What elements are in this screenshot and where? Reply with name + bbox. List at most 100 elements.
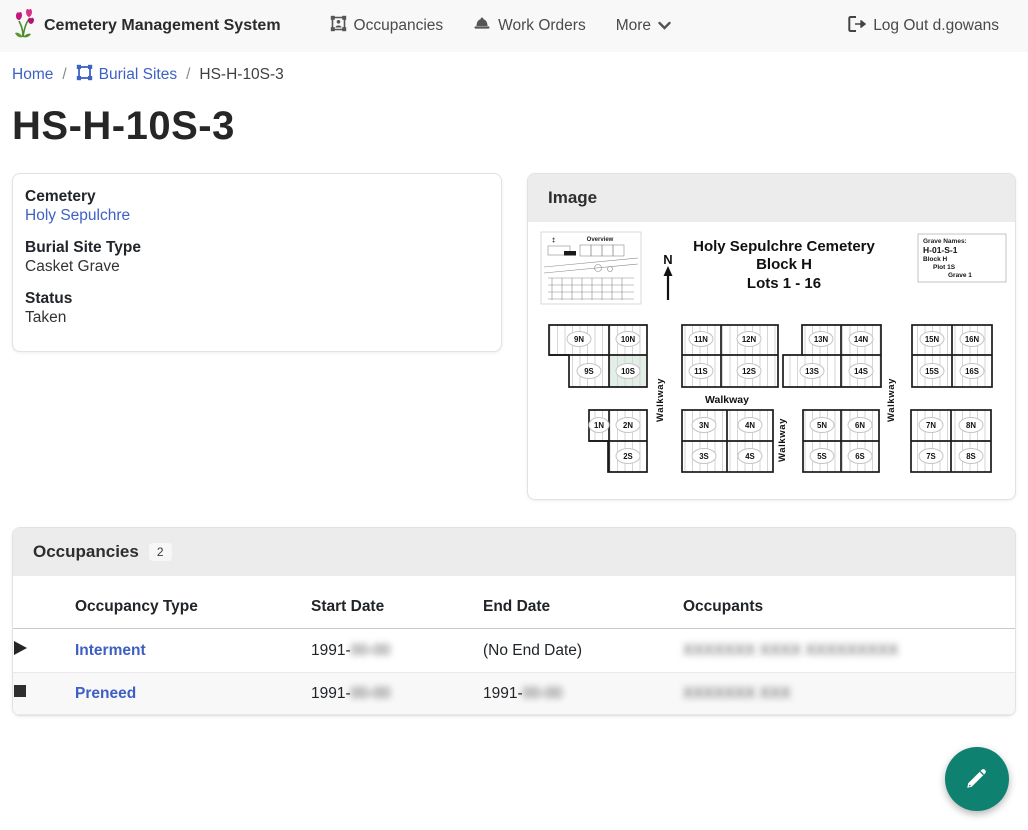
end-date-value: (No End Date) (483, 641, 583, 659)
start-date-value: 1991- (311, 641, 351, 659)
redacted-start-date: 00-00 (350, 641, 391, 659)
table-row-interment[interactable]: Interment 1991-00-00 (No End Date) XXXXX… (13, 628, 1015, 673)
plot-map-image: Overview ‡ N (528, 222, 1015, 499)
occupancy-type-link[interactable]: Preneed (75, 684, 137, 702)
hard-hat-icon (473, 16, 491, 36)
svg-text:4S: 4S (745, 452, 755, 461)
svg-text:Grave 1: Grave 1 (948, 272, 972, 279)
svg-text:N: N (663, 252, 672, 267)
nav-item-more[interactable]: More (601, 0, 686, 52)
svg-text:11S: 11S (694, 367, 707, 376)
burial-site-type-label: Burial Site Type (25, 239, 141, 256)
edit-fab-button[interactable] (945, 747, 1009, 811)
content-top-row: Cemetery Holy Sepulchre Burial Site Type… (0, 151, 1028, 500)
lot-labels: 9N 10N 9S 10S 11N 12N 11S 12S 13N 14N 13… (566, 331, 985, 464)
svg-text:10S: 10S (621, 367, 635, 376)
image-card-header: Image (528, 174, 1015, 222)
breadcrumb-separator: / (62, 66, 67, 83)
redacted-occupants: XXXXXXX XXX (683, 684, 791, 702)
svg-text:‡: ‡ (552, 238, 555, 244)
cemetery-link[interactable]: Holy Sepulchre (25, 207, 131, 224)
svg-text:Walkway: Walkway (777, 418, 788, 462)
svg-text:4N: 4N (745, 421, 755, 430)
svg-text:3S: 3S (699, 452, 709, 461)
svg-text:15N: 15N (925, 335, 940, 344)
occupancies-card: Occupancies 2 Occupancy Type Start Date … (12, 527, 1016, 716)
svg-text:7N: 7N (926, 421, 936, 430)
svg-text:12N: 12N (742, 335, 757, 344)
app-brand[interactable]: Cemetery Management System (14, 8, 281, 44)
svg-text:Walkway: Walkway (655, 378, 666, 422)
svg-text:8N: 8N (966, 421, 976, 430)
breadcrumb-home-link[interactable]: Home (12, 66, 54, 83)
occupancies-count-badge: 2 (148, 543, 172, 561)
svg-text:2S: 2S (623, 452, 633, 461)
logout-label: Log Out d.gowans (873, 17, 999, 34)
cemetery-label: Cemetery (25, 188, 96, 205)
svg-text:6S: 6S (855, 452, 865, 461)
walkway-labels: Walkway Walkway Walkway Walkway (655, 378, 897, 462)
nav-item-occupancies[interactable]: Occupancies (315, 0, 459, 52)
burial-site-type-value: Casket Grave (25, 258, 120, 275)
status-value: Taken (25, 309, 67, 326)
nav-label: More (615, 17, 652, 34)
svg-text:5S: 5S (817, 452, 827, 461)
breadcrumb: Home / Burial Sites / HS-H-10S-3 (0, 52, 1028, 90)
nav-item-work-orders[interactable]: Work Orders (458, 0, 601, 52)
breadcrumb-burial-sites-label: Burial Sites (98, 66, 178, 83)
svg-text:11N: 11N (694, 335, 708, 344)
svg-text:Block H: Block H (756, 256, 812, 273)
svg-text:14N: 14N (854, 335, 869, 344)
overview-thumbnail: Overview ‡ (540, 231, 642, 305)
chevron-down-icon (658, 17, 671, 35)
svg-text:Overview: Overview (587, 237, 614, 243)
svg-text:9S: 9S (584, 367, 594, 376)
svg-text:Grave Names:: Grave Names: (923, 238, 967, 245)
app-title: Cemetery Management System (44, 17, 281, 34)
image-card-title: Image (548, 188, 598, 207)
map-title: Holy Sepulchre Cemetery Block H Lots 1 -… (693, 238, 875, 292)
svg-text:6N: 6N (855, 421, 865, 430)
svg-text:H-01-S-1: H-01-S-1 (923, 245, 958, 255)
svg-text:Walkway: Walkway (705, 394, 749, 406)
svg-text:Lots 1 - 16: Lots 1 - 16 (747, 275, 821, 292)
status-label: Status (25, 290, 73, 307)
breadcrumb-burial-sites-link[interactable]: Burial Sites (76, 64, 177, 86)
redacted-end-date: 00-00 (522, 684, 563, 702)
svg-text:15S: 15S (925, 367, 939, 376)
breadcrumb-separator: / (186, 66, 191, 83)
logout-icon (848, 15, 867, 37)
svg-text:2N: 2N (623, 421, 633, 430)
svg-text:Block H: Block H (923, 256, 948, 263)
north-arrow: N (663, 252, 673, 300)
column-occupants: Occupants (683, 586, 1015, 629)
svg-text:3N: 3N (699, 421, 709, 430)
svg-text:10N: 10N (621, 335, 636, 344)
occupancies-card-header: Occupancies 2 (13, 528, 1015, 576)
occupancy-type-link[interactable]: Interment (75, 641, 146, 659)
svg-text:14S: 14S (854, 367, 868, 376)
column-end-date: End Date (483, 586, 683, 629)
svg-text:Holy Sepulchre Cemetery: Holy Sepulchre Cemetery (693, 238, 875, 255)
svg-text:13S: 13S (805, 367, 819, 376)
grave-names-legend: Grave Names: H-01-S-1 Block H Plot 1S Gr… (917, 233, 1007, 283)
svg-text:1N: 1N (594, 421, 604, 430)
svg-text:12S: 12S (742, 367, 756, 376)
nav-label: Occupancies (353, 17, 444, 34)
stop-icon (13, 685, 27, 702)
column-occupancy-type: Occupancy Type (75, 586, 311, 629)
nav-label: Work Orders (498, 17, 586, 34)
svg-text:5N: 5N (817, 421, 827, 430)
start-date-value: 1991- (311, 684, 351, 702)
tulip-logo-icon (14, 8, 36, 44)
image-card: Image Overview ‡ (527, 173, 1016, 500)
svg-text:16N: 16N (965, 335, 980, 344)
table-header-row: Occupancy Type Start Date End Date Occup… (13, 586, 1015, 629)
end-date-value: 1991- (483, 684, 523, 702)
svg-text:Walkway: Walkway (886, 378, 897, 422)
table-row-preneed[interactable]: Preneed 1991-00-00 1991-00-00 XXXXXXX XX… (13, 672, 1015, 715)
occupancies-table: Occupancy Type Start Date End Date Occup… (13, 586, 1015, 715)
column-start-date: Start Date (311, 586, 483, 629)
occupancies-title: Occupancies (33, 542, 139, 561)
logout-button[interactable]: Log Out d.gowans (833, 0, 1014, 52)
